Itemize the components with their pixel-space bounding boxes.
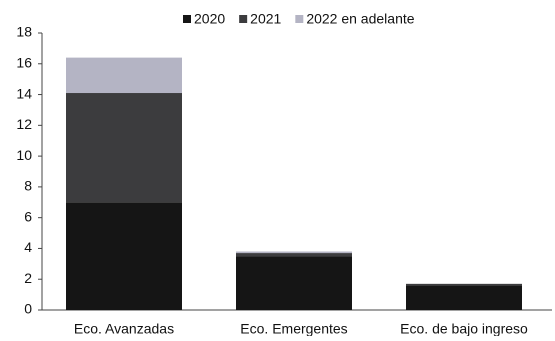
y-tick-label: 16 — [16, 54, 32, 70]
legend-label: 2022 en adelante — [306, 11, 414, 27]
legend-label: 2021 — [250, 11, 281, 27]
bar-segment — [236, 256, 352, 310]
y-tick-label: 10 — [16, 147, 32, 163]
bar-segment — [406, 283, 522, 286]
bar-segment — [66, 93, 182, 203]
y-tick-label: 4 — [24, 239, 32, 255]
x-tick-label: Eco. Emergentes — [240, 321, 347, 336]
bar-segment — [236, 253, 352, 257]
x-tick-label: Eco. Avanzadas — [74, 321, 174, 336]
y-tick-label: 8 — [24, 178, 32, 194]
y-tick-label: 14 — [16, 85, 32, 101]
legend-label: 2020 — [194, 11, 225, 27]
y-tick-label: 6 — [24, 208, 32, 224]
bar-segment — [236, 251, 352, 254]
bar-segment — [406, 285, 522, 310]
legend-swatch — [183, 15, 191, 23]
y-tick-label: 18 — [16, 24, 32, 40]
y-tick-label: 0 — [24, 301, 32, 317]
x-tick-label: Eco. de bajo ingreso — [400, 321, 528, 336]
y-tick-label: 12 — [16, 116, 32, 132]
bar-segment — [66, 57, 182, 94]
legend-swatch — [295, 15, 304, 23]
legend-swatch — [239, 15, 248, 23]
bar-segment — [66, 202, 182, 310]
y-tick-label: 2 — [24, 270, 32, 286]
